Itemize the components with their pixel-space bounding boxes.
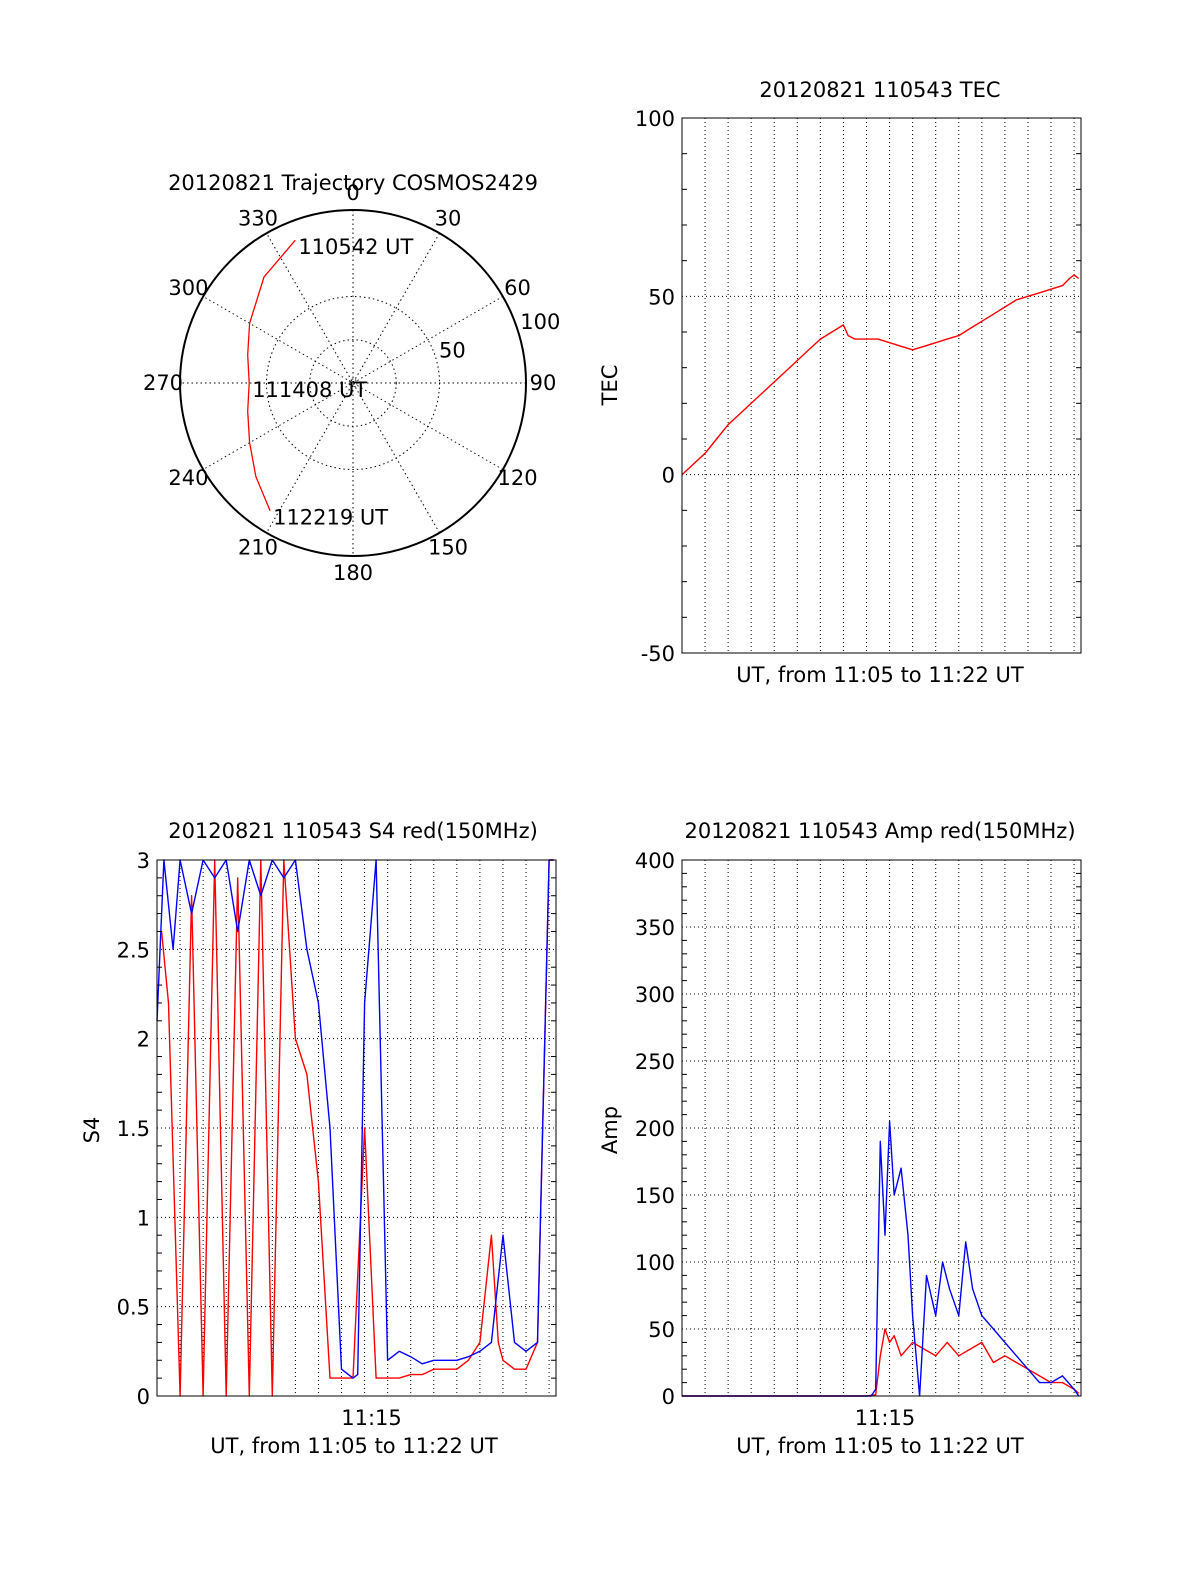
polar-grid — [179, 209, 527, 557]
y-tick-label: 300 — [635, 983, 675, 1007]
series-line-1 — [156, 859, 554, 1379]
y-tick-label: 0 — [662, 1385, 675, 1409]
s4-grid — [157, 859, 556, 1397]
tec-title: 20120821 110543 TEC — [759, 78, 1000, 102]
polar-trajectory-line — [247, 239, 296, 511]
polar-annotations: 110542 UT 111408 UT 112219 UT — [252, 235, 413, 529]
y-tick-label: 1 — [137, 1206, 150, 1230]
polar-spoke — [266, 232, 440, 534]
amp-ylabel: Amp — [598, 1106, 622, 1154]
polar-radial-label: 100 — [520, 310, 560, 334]
polar-angle-label: 240 — [168, 466, 208, 490]
y-tick-label: 350 — [635, 916, 675, 940]
x-tick-label: 11:15 — [341, 1406, 402, 1430]
s4-y-ticks: 0 0.5 1 1.5 2 2.5 3 — [117, 849, 556, 1409]
polar-radial-labels: 50 100 — [439, 310, 560, 363]
polar-angle-label: 180 — [333, 561, 373, 585]
y-tick-label: 50 — [648, 285, 675, 309]
tec-ylabel: TEC — [598, 365, 622, 407]
amp-series — [682, 1120, 1080, 1397]
y-tick-label: -50 — [641, 642, 675, 666]
amp-y-ticks: 0 50 100 150 200 250 300 350 400 — [635, 849, 1081, 1409]
s4-plot-frame — [156, 859, 557, 1397]
y-tick-label: 0 — [662, 464, 675, 488]
polar-angle-label: 60 — [504, 276, 531, 300]
y-tick-label: 0.5 — [117, 1296, 150, 1320]
tec-plot-frame — [681, 117, 1082, 654]
amp-x-ticks: 11:15 — [855, 1406, 916, 1430]
polar-trajectory-panel: 20120821 Trajectory COSMOS2429 0 30 60 90 12… — [143, 171, 560, 585]
polar-angle-label: 90 — [530, 371, 557, 395]
polar-angle-label: 330 — [238, 206, 278, 230]
series-line-0 — [682, 1328, 1080, 1397]
y-tick-label: 2.5 — [117, 938, 150, 962]
y-tick-label: 200 — [635, 1117, 675, 1141]
y-tick-label: 100 — [635, 107, 675, 131]
s4-title: 20120821 110543 S4 red(150MHz) — [168, 819, 538, 843]
y-tick-label: 250 — [635, 1050, 675, 1074]
polar-angle-label: 270 — [143, 371, 183, 395]
y-tick-label: 1.5 — [117, 1117, 150, 1141]
tec-series — [681, 274, 1080, 476]
s4-xlabel: UT, from 11:05 to 11:22 UT — [210, 1434, 498, 1458]
polar-angle-label: 30 — [435, 206, 462, 230]
polar-annotation: 112219 UT — [273, 506, 388, 530]
amp-plot-frame — [681, 859, 1082, 1397]
s4-panel: 20120821 110543 S4 red(150MHz) 0 0.5 1 1.5 2… — [80, 819, 557, 1458]
polar-angle-label: 0 — [346, 181, 359, 205]
tec-panel: 20120821 110543 TEC -50 0 50 100 UT, from 1… — [598, 78, 1082, 687]
y-tick-label: 0 — [137, 1385, 150, 1409]
y-tick-label: 2 — [137, 1028, 150, 1052]
amp-panel: 20120821 110543 Amp red(150MHz) 0 50 100 15… — [598, 819, 1082, 1458]
polar-radial-label: 50 — [439, 339, 466, 363]
y-tick-label: 50 — [648, 1318, 675, 1342]
s4-x-ticks: 11:15 — [341, 1406, 402, 1430]
polar-spoke — [266, 232, 440, 534]
polar-annotation: 111408 UT — [252, 378, 367, 402]
y-tick-label: 400 — [635, 849, 675, 873]
series-line-1 — [682, 1120, 1080, 1397]
polar-series — [247, 239, 296, 511]
polar-center — [348, 378, 358, 388]
y-tick-label: 150 — [635, 1184, 675, 1208]
polar-spoke — [202, 296, 504, 470]
s4-ylabel: S4 — [80, 1117, 104, 1144]
y-tick-label: 100 — [635, 1251, 675, 1275]
amp-title: 20120821 110543 Amp red(150MHz) — [684, 819, 1075, 843]
polar-angle-label: 120 — [497, 466, 537, 490]
polar-title: 20120821 Trajectory COSMOS2429 — [168, 171, 538, 195]
x-tick-label: 11:15 — [855, 1406, 916, 1430]
tec-xlabel: UT, from 11:05 to 11:22 UT — [736, 663, 1024, 687]
tec-y-ticks: -50 0 50 100 — [635, 107, 1081, 666]
polar-angle-label: 300 — [168, 276, 208, 300]
polar-annotation: 110542 UT — [298, 235, 413, 259]
y-tick-label: 3 — [137, 849, 150, 873]
series-line-0 — [681, 274, 1080, 476]
polar-spoke — [202, 296, 504, 470]
polar-angle-label: 210 — [238, 536, 278, 560]
amp-xlabel: UT, from 11:05 to 11:22 UT — [736, 1434, 1024, 1458]
polar-angle-label: 150 — [428, 536, 468, 560]
polar-angle-labels: 0 30 60 90 120 150 180 210 240 270 300 330 — [143, 181, 556, 585]
